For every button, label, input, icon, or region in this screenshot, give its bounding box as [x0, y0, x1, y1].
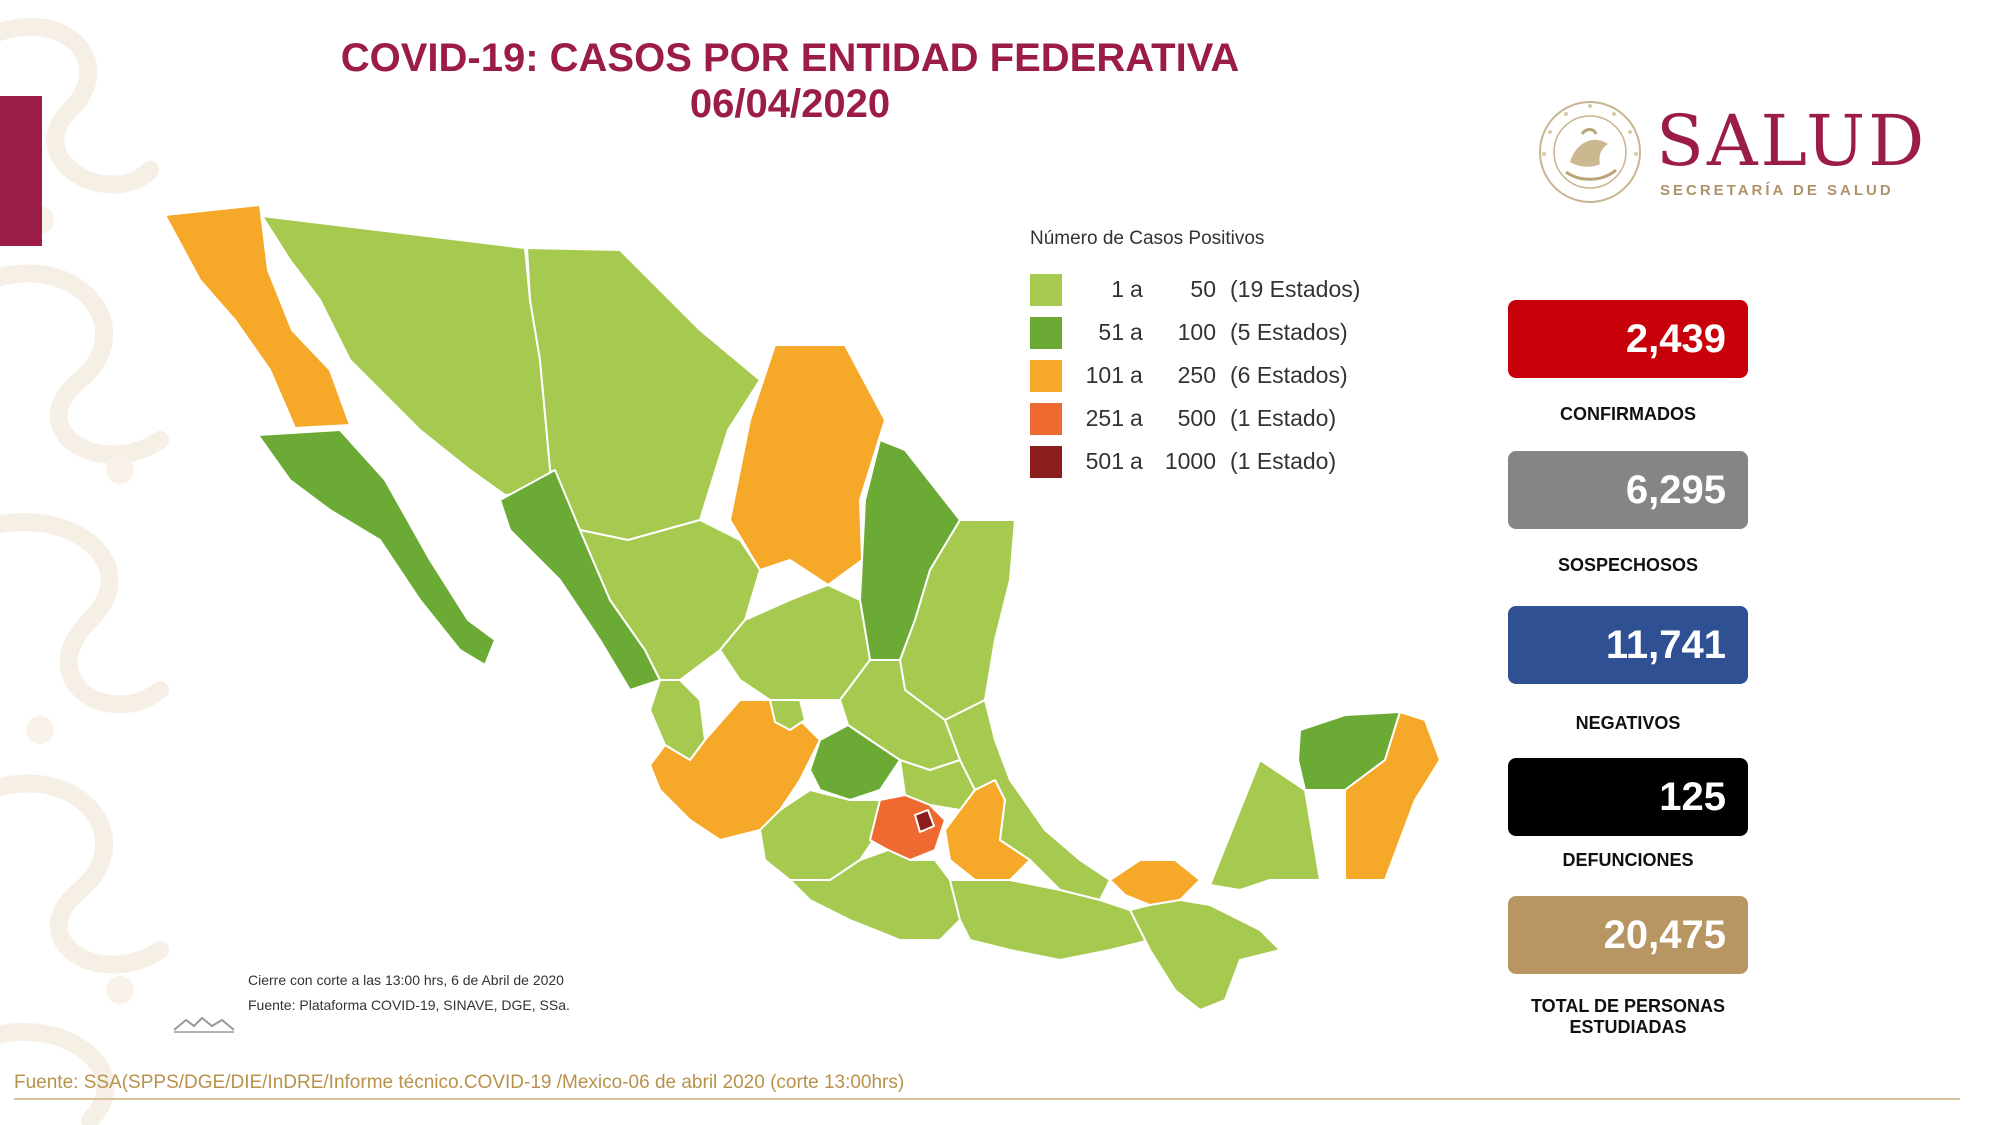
legend-title: Número de Casos Positivos	[1030, 228, 1265, 249]
state-quintana-roo	[1344, 711, 1441, 881]
legend-range-sep: a	[1130, 405, 1143, 431]
stat-defunciones-label: DEFUNCIONES	[1562, 850, 1694, 870]
salud-subtitle: SECRETARÍA DE SALUD	[1660, 182, 1894, 199]
legend-range-high: 1000	[1164, 448, 1216, 474]
legend-count: (19 Estados)	[1230, 276, 1361, 302]
cierre-note: Cierre con corte a las 13:00 hrs, 6 de A…	[248, 972, 564, 988]
legend-swatch	[1030, 446, 1062, 478]
legend-range-sep: a	[1130, 448, 1143, 474]
legend-range-low: 51	[1098, 319, 1124, 345]
legend-range-low: 251	[1085, 405, 1124, 431]
legend-range-low: 501	[1085, 448, 1124, 474]
state-guanajuato	[809, 724, 901, 801]
stat-sospechosos-value: 6,295	[1508, 451, 1748, 529]
legend-item: 251 a 500 (1 Estado)	[1030, 401, 1370, 444]
state-baja-california-sur	[257, 429, 496, 666]
stat-negativos-value: 11,741	[1508, 606, 1748, 684]
legend-item: 1 a 50 (19 Estados)	[1030, 272, 1370, 315]
page-title: COVID-19: CASOS POR ENTIDAD FEDERATIVA	[340, 36, 1240, 80]
state-aguascalientes	[769, 699, 806, 731]
state-nayarit	[649, 679, 706, 761]
mini-logo-icon	[173, 1016, 235, 1033]
legend-item: 101 a 250 (6 Estados)	[1030, 358, 1370, 401]
legend-count: (1 Estado)	[1230, 405, 1337, 431]
state-tabasco	[1109, 859, 1201, 906]
state-campeche	[1209, 759, 1321, 891]
legend-range-high: 50	[1190, 276, 1216, 302]
legend-range-low: 1	[1111, 276, 1124, 302]
legend-item: 51 a 100 (5 Estados)	[1030, 315, 1370, 358]
footer-source: Fuente: SSA(SPPS/DGE/DIE/InDRE/Informe t…	[14, 1072, 905, 1093]
stat-total-value: 20,475	[1508, 896, 1748, 974]
state-baja-california	[164, 204, 351, 429]
legend-range-high: 100	[1177, 319, 1216, 345]
legend-range-sep: a	[1130, 362, 1143, 388]
salud-logo: SALUD SECRETARÍA DE SALUD	[1536, 98, 1956, 208]
legend-range-low: 101	[1085, 362, 1124, 388]
legend-count: (1 Estado)	[1230, 448, 1337, 474]
legend-swatch	[1030, 360, 1062, 392]
legend-swatch	[1030, 274, 1062, 306]
state-oaxaca	[949, 879, 1151, 961]
legend-range-sep: a	[1130, 276, 1143, 302]
stat-confirmados-label: CONFIRMADOS	[1560, 404, 1696, 424]
salud-wordmark: SALUD	[1656, 100, 1928, 182]
state-cdmx	[914, 809, 935, 833]
stat-negativos-label: NEGATIVOS	[1575, 713, 1681, 733]
footer-divider	[14, 1098, 1960, 1100]
legend-swatch	[1030, 317, 1062, 349]
stat-total-label: TOTAL DE PERSONAS ESTUDIADAS	[1530, 996, 1726, 1037]
fuente-note: Fuente: Plataforma COVID-19, SINAVE, DGE…	[248, 997, 570, 1013]
legend-count: (6 Estados)	[1230, 362, 1348, 388]
mexico-map	[164, 204, 1441, 1011]
accent-bar	[0, 96, 42, 246]
legend-range-high: 250	[1177, 362, 1216, 388]
stat-defunciones-value: 125	[1508, 758, 1748, 836]
legend-item: 501 a 1000 (1 Estado)	[1030, 444, 1370, 487]
legend-range-high: 500	[1177, 405, 1216, 431]
map-legend: Número de Casos Positivos 1 a 50 (19 Est…	[1030, 228, 1370, 487]
legend-swatch	[1030, 403, 1062, 435]
mexican-coat-of-arms-icon	[1539, 101, 1641, 203]
legend-range-sep: a	[1130, 319, 1143, 345]
stat-confirmados-value: 2,439	[1508, 300, 1748, 378]
state-jalisco	[649, 699, 821, 841]
state-chiapas	[1129, 899, 1281, 1011]
stat-sospechosos-label: SOSPECHOSOS	[1557, 555, 1699, 575]
legend-count: (5 Estados)	[1230, 319, 1348, 345]
page-date: 06/04/2020	[689, 82, 891, 126]
